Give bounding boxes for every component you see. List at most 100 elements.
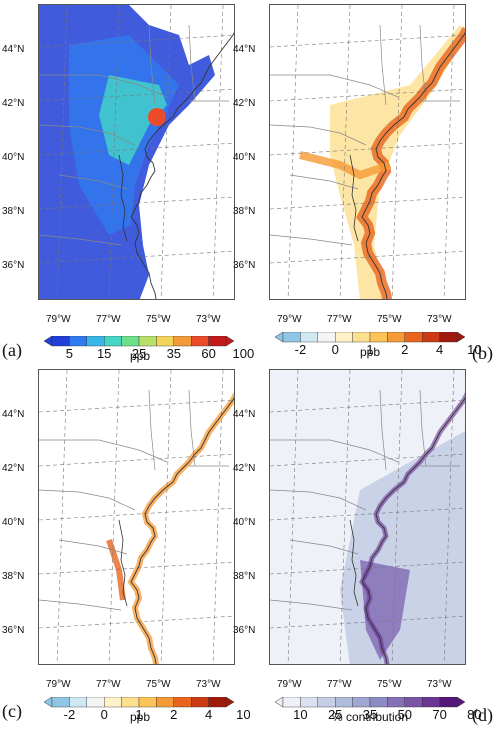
lat-gridline: [39, 250, 234, 264]
colorbar-segment: [138, 336, 157, 347]
lat-gridline: [39, 399, 234, 413]
state-border: [419, 389, 427, 467]
state-border: [188, 24, 196, 102]
colorbar-segment: [173, 336, 192, 347]
hotspot: [148, 108, 166, 126]
lat-label: 38°N: [233, 206, 256, 217]
colorbar-segment: [421, 332, 440, 343]
state-border: [289, 539, 359, 555]
bay-outline: [118, 519, 128, 607]
colorbar-segment: [421, 697, 440, 708]
colorbar-segment: [208, 336, 227, 347]
lon-label: 77°W: [96, 314, 121, 325]
colorbar-segment: [439, 697, 458, 708]
colorbar-tick-label: 0: [100, 707, 108, 722]
state-border: [148, 24, 156, 106]
panel-a: 5 15 25 35 60 100 ppb (a) 44°N 42°N 40°N 38°N 36°…: [0, 0, 254, 365]
colorbar-segment: [404, 697, 423, 708]
colorbar-segment: [69, 336, 87, 347]
state-border: [270, 74, 399, 98]
lon-gridline: [160, 5, 172, 299]
colorbar-tick-label: 5: [65, 346, 73, 361]
lat-label: 38°N: [233, 571, 256, 582]
lat-gridline: [270, 453, 465, 467]
colorbar-segment: [104, 697, 122, 708]
panel-c: -2 0 1 2 4 10 ppb (c) 44°N 42°N 40°N 38°N 36°N 79°…: [0, 365, 251, 729]
lat-label: 42°N: [2, 463, 25, 474]
colorbar-segment: [387, 332, 406, 343]
bay-outline: [349, 519, 359, 607]
colorbar-tick-label: -2: [63, 707, 76, 722]
field-base: [330, 25, 465, 299]
colorbar-tick-label: 100: [232, 346, 255, 361]
state-border: [270, 489, 367, 511]
colorbar-segment: [317, 697, 336, 708]
lon-gridline: [160, 370, 172, 664]
colorbar-segment: [156, 697, 175, 708]
colorbar-c: -2 0 1 2 4 10: [44, 697, 251, 727]
lat-gridline: [39, 507, 234, 521]
lat-label: 36°N: [2, 260, 25, 271]
colorbar-segment: [173, 697, 192, 708]
lat-gridline: [39, 142, 234, 156]
map-svg-b: [270, 5, 465, 299]
colorbar-segment: [282, 332, 301, 343]
lat-label: 40°N: [2, 517, 25, 528]
state-border: [270, 599, 353, 611]
lon-gridline: [212, 370, 224, 664]
lat-gridline: [270, 142, 465, 156]
lon-gridline: [108, 370, 120, 664]
lat-gridline: [39, 453, 234, 467]
colorbar-tick-label: 15: [96, 346, 112, 361]
lat-label: 44°N: [233, 44, 256, 55]
colorbar-segment: [300, 332, 318, 343]
coastline: [130, 396, 234, 664]
colorbar-segment: [190, 336, 209, 347]
coastal-band: [127, 392, 234, 664]
colorbar-tick-label: 60: [201, 346, 216, 361]
colorbar-segment: [439, 332, 458, 343]
colorbar-tick-label: 10: [293, 707, 308, 722]
colorbar-unit-b: ppb: [359, 345, 381, 359]
state-border: [289, 174, 359, 190]
map-a: [38, 4, 235, 300]
colorbar-tick-label: 10: [467, 342, 482, 357]
lat-label: 38°N: [2, 571, 25, 582]
colorbar-tick-label: -2: [294, 342, 307, 357]
lat-label: 42°N: [2, 98, 25, 109]
colorbar-right-arrow: [225, 336, 234, 347]
lat-gridline: [39, 615, 234, 629]
colorbar-tick-label: 2: [401, 342, 409, 357]
lat-label: 40°N: [2, 152, 25, 163]
colorbar-segment: [121, 336, 140, 347]
map-svg-d: [270, 370, 465, 664]
state-border: [270, 439, 399, 463]
state-border: [148, 389, 156, 471]
lon-gridline: [287, 370, 299, 664]
lon-gridline: [339, 370, 351, 664]
lon-gridline: [443, 5, 455, 299]
lon-label: 75°W: [146, 679, 171, 690]
colorbar-tick-label: 0: [331, 342, 339, 357]
colorbar-segment: [335, 332, 353, 343]
lon-label: 73°W: [196, 679, 221, 690]
lon-label: 77°W: [327, 314, 352, 325]
inland-band: [299, 151, 392, 180]
lat-label: 40°N: [233, 517, 256, 528]
colorbar-tick-label: 4: [435, 342, 444, 357]
colorbar-segment: [335, 697, 353, 708]
lat-label: 36°N: [2, 625, 25, 636]
colorbar-d: 10 25 35 50 70 80: [275, 697, 482, 727]
panel-b: -2 0 1 2 4 10 ppb (b) 44°N 42°N 40°N 38°N 36°N 79°…: [233, 0, 500, 365]
lat-label: 44°N: [2, 409, 25, 420]
colorbar-tick-label: 25: [131, 346, 147, 361]
lon-label: 73°W: [196, 314, 221, 325]
coastline: [361, 396, 465, 664]
state-border: [39, 599, 122, 611]
colorbar-tick-label: 4: [204, 707, 213, 722]
lat-gridline: [270, 399, 465, 413]
lat-gridline: [270, 250, 465, 264]
state-border: [58, 539, 128, 555]
map-d: [269, 369, 466, 665]
lat-label: 36°N: [233, 260, 256, 271]
